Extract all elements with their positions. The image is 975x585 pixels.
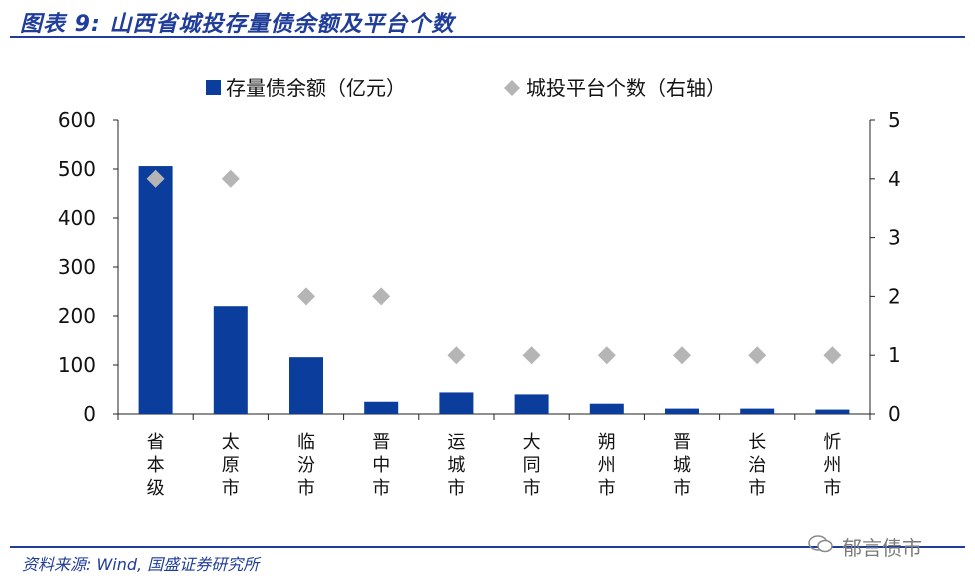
marker-运城市 (447, 346, 466, 365)
right-tick-label: 0 (888, 402, 901, 426)
right-tick-label: 1 (888, 343, 901, 367)
watermark-text: 郁言债市 (842, 536, 922, 560)
category-label: 临汾市 (297, 432, 315, 499)
marker-大同市 (522, 346, 541, 365)
left-tick-label: 0 (83, 402, 96, 426)
bar-晋城市 (665, 408, 699, 414)
category-label: 长治市 (748, 432, 766, 499)
category-label: 晋中市 (372, 432, 390, 499)
bar-临汾市 (289, 357, 323, 414)
left-tick-label: 500 (58, 157, 96, 181)
left-tick-label: 300 (58, 255, 96, 279)
category-labels: 省本级 太原市 临汾市 晋中市 运城市 大同市 朔州市 晋城市 长治市 忻州市 (147, 432, 842, 499)
category-label: 省本级 (147, 432, 165, 499)
axes: 0 100 200 300 400 500 600 0 1 2 3 4 5 (58, 108, 901, 426)
category-label: 晋城市 (673, 432, 691, 499)
marker-晋中市 (372, 287, 391, 306)
markers-layer (146, 169, 842, 365)
bar-朔州市 (589, 403, 624, 414)
category-label: 大同市 (523, 432, 541, 499)
chart-canvas: 存量债余额（亿元） 城投平台个数（右轴） 0 100 200 300 400 500 600… (58, 76, 901, 499)
marker-太原市 (221, 169, 240, 188)
legend-bar-label: 存量债余额（亿元） (226, 76, 406, 100)
bar-晋中市 (364, 401, 399, 414)
legend-marker-label: 城投平台个数（右轴） (526, 76, 726, 100)
bar-太原市 (213, 306, 248, 414)
bars-layer (138, 166, 850, 414)
left-tick-label: 600 (58, 108, 96, 132)
category-label: 朔州市 (598, 432, 616, 499)
bar-省本级 (138, 166, 173, 414)
bar-忻州市 (815, 409, 850, 414)
chart-title: 图表 9: 山西省城投存量债余额及平台个数 (20, 12, 455, 37)
footer-rule (10, 546, 965, 548)
bar-运城市 (439, 392, 474, 414)
category-label: 忻州市 (823, 432, 841, 499)
left-tick-label: 400 (58, 206, 96, 230)
right-tick-label: 3 (888, 226, 901, 250)
legend-bar-swatch (206, 80, 221, 95)
category-label: 太原市 (222, 432, 240, 499)
marker-省本级 (146, 169, 165, 188)
marker-忻州市 (823, 346, 842, 365)
bar-大同市 (514, 394, 549, 414)
wechat-icon (808, 535, 833, 553)
left-tick-label: 200 (58, 304, 96, 328)
right-tick-label: 2 (888, 284, 901, 308)
left-tick-label: 100 (58, 353, 96, 377)
source-note: 资料来源: Wind, 国盛证券研究所 (22, 555, 260, 574)
title-rule (10, 36, 965, 38)
legend-marker-swatch (504, 80, 520, 96)
marker-晋城市 (673, 346, 691, 365)
legend: 存量债余额（亿元） 城投平台个数（右轴） (206, 76, 726, 100)
right-tick-label: 4 (888, 167, 901, 191)
bar-长治市 (740, 408, 775, 414)
marker-朔州市 (597, 346, 616, 365)
category-label: 运城市 (447, 432, 465, 499)
right-tick-label: 5 (888, 108, 901, 132)
marker-长治市 (748, 346, 767, 365)
marker-临汾市 (297, 287, 315, 306)
